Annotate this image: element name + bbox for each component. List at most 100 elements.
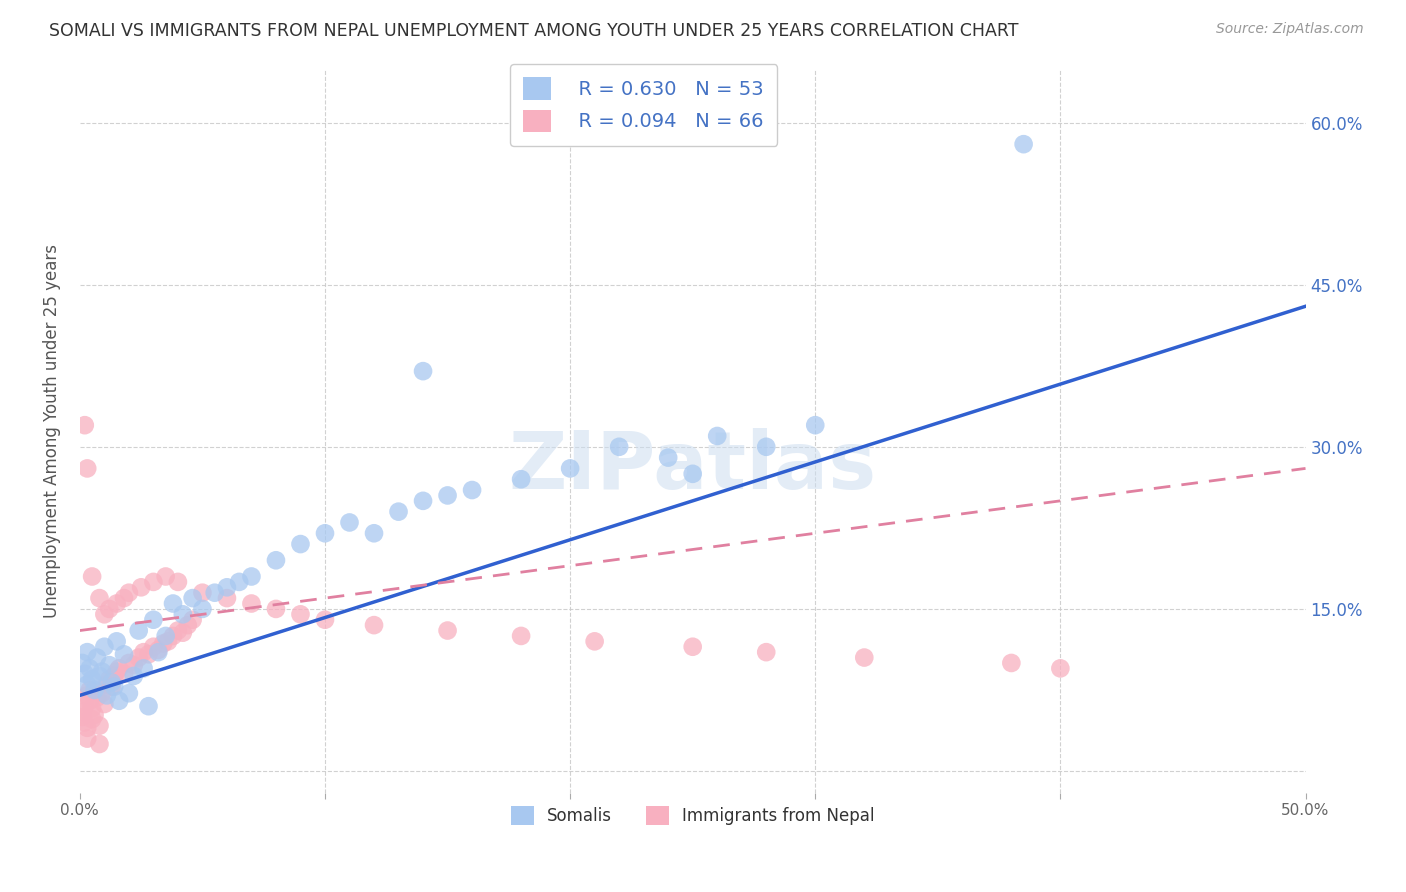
Point [436,488,458,502]
Point [172,607,194,622]
Point [1012,137,1035,152]
Point [412,493,434,508]
Point [138,699,160,714]
Point [100,680,122,694]
Point [363,526,385,541]
Point [290,607,312,622]
Point [155,569,177,583]
Point [510,472,533,486]
Point [682,467,704,481]
Point [96,689,118,703]
Point [89,737,111,751]
Point [148,645,170,659]
Point [118,585,141,599]
Point [73,418,96,433]
Point [290,537,312,551]
Point [363,618,385,632]
Point [72,656,94,670]
Point [314,526,336,541]
Point [138,648,160,662]
Point [79,683,101,698]
Point [86,650,108,665]
Point [129,580,152,594]
Point [132,645,155,659]
Point [583,634,606,648]
Point [314,613,336,627]
Point [682,640,704,654]
Point [100,675,122,690]
Point [142,613,165,627]
Point [82,672,104,686]
Point [112,591,135,606]
Point [103,669,125,683]
Point [558,461,581,475]
Point [436,624,458,638]
Legend: Somalis, Immigrants from Nepal: Somalis, Immigrants from Nepal [501,796,884,835]
Point [461,483,484,497]
Point [148,643,170,657]
Point [118,686,141,700]
Point [181,613,204,627]
Point [1000,656,1022,670]
Point [215,591,238,606]
Point [167,624,190,638]
Point [103,680,125,694]
Point [412,364,434,378]
Point [172,625,194,640]
Point [89,669,111,683]
Point [76,721,98,735]
Point [128,624,150,638]
Point [339,516,361,530]
Point [98,658,121,673]
Point [82,569,104,583]
Point [105,665,128,679]
Point [83,683,105,698]
Point [118,656,141,670]
Text: Source: ZipAtlas.com: Source: ZipAtlas.com [1216,22,1364,37]
Text: ZIPatlas: ZIPatlas [509,428,877,506]
Point [607,440,630,454]
Point [73,715,96,730]
Point [76,645,98,659]
Point [657,450,679,465]
Text: SOMALI VS IMMIGRANTS FROM NEPAL UNEMPLOYMENT AMONG YOUTH UNDER 25 YEARS CORRELAT: SOMALI VS IMMIGRANTS FROM NEPAL UNEMPLOY… [49,22,1019,40]
Point [89,719,111,733]
Point [853,650,876,665]
Point [240,569,263,583]
Point [162,597,184,611]
Point [191,602,214,616]
Point [191,585,214,599]
Point [152,636,174,650]
Point [76,461,98,475]
Point [128,650,150,665]
Point [755,440,778,454]
Point [73,699,96,714]
Point [98,672,121,686]
Point [122,669,145,683]
Point [157,634,180,648]
Point [105,634,128,648]
Point [76,677,98,691]
Point [142,640,165,654]
Point [89,591,111,606]
Point [98,602,121,616]
Point [132,661,155,675]
Point [122,658,145,673]
Point [264,553,287,567]
Y-axis label: Unemployment Among Youth under 25 years: Unemployment Among Youth under 25 years [44,244,60,617]
Point [96,677,118,691]
Point [177,618,200,632]
Point [387,505,409,519]
Point [79,694,101,708]
Point [73,666,96,681]
Point [181,591,204,606]
Point [755,645,778,659]
Point [72,705,94,719]
Point [142,574,165,589]
Point [82,712,104,726]
Point [155,629,177,643]
Point [76,689,98,703]
Point [112,666,135,681]
Point [93,607,115,622]
Point [264,602,287,616]
